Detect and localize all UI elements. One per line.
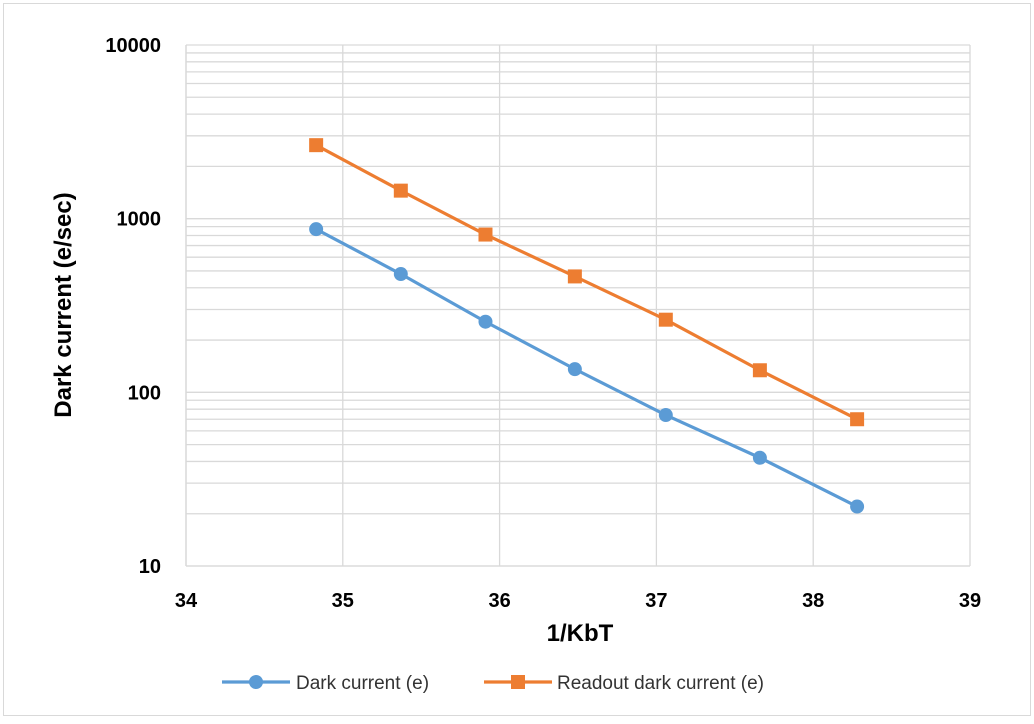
y-tick-label: 10000: [105, 35, 161, 57]
data-point-square: [309, 138, 324, 153]
chart-border: [3, 3, 1031, 716]
x-tick-label: 38: [802, 590, 824, 612]
data-point-square: [478, 227, 493, 242]
x-tick-label: 35: [332, 590, 354, 612]
series: [309, 138, 865, 514]
legend-marker-square: [511, 675, 525, 689]
data-point-square: [567, 269, 582, 284]
data-point-circle: [478, 314, 493, 329]
data-point-square: [393, 183, 408, 198]
legend: Dark current (e) Readout dark current (e): [222, 673, 764, 694]
data-point-circle: [309, 222, 324, 237]
legend-label: Dark current (e): [296, 673, 429, 694]
data-point-circle: [658, 408, 673, 423]
x-tick-label: 34: [175, 590, 198, 612]
data-point-square: [752, 363, 767, 378]
y-axis-title: Dark current (e/sec): [50, 192, 77, 417]
axes: 34 35 36 37 38 39 10 100 1000 10000: [105, 35, 981, 612]
legend-marker-circle: [249, 675, 263, 689]
legend-label: Readout dark current (e): [557, 673, 764, 694]
y-tick-label: 1000: [117, 209, 162, 231]
x-tick-label: 37: [645, 590, 667, 612]
data-point-circle: [850, 499, 865, 514]
x-tick-label: 36: [488, 590, 510, 612]
data-point-circle: [393, 267, 408, 282]
x-axis-title: 1/KbT: [547, 620, 614, 647]
y-tick-label: 100: [128, 382, 161, 404]
data-point-circle: [752, 450, 767, 465]
data-point-circle: [567, 362, 582, 377]
y-tick-label: 10: [139, 556, 161, 578]
data-point-square: [658, 312, 673, 327]
x-tick-label: 39: [959, 590, 981, 612]
data-point-square: [850, 412, 865, 427]
